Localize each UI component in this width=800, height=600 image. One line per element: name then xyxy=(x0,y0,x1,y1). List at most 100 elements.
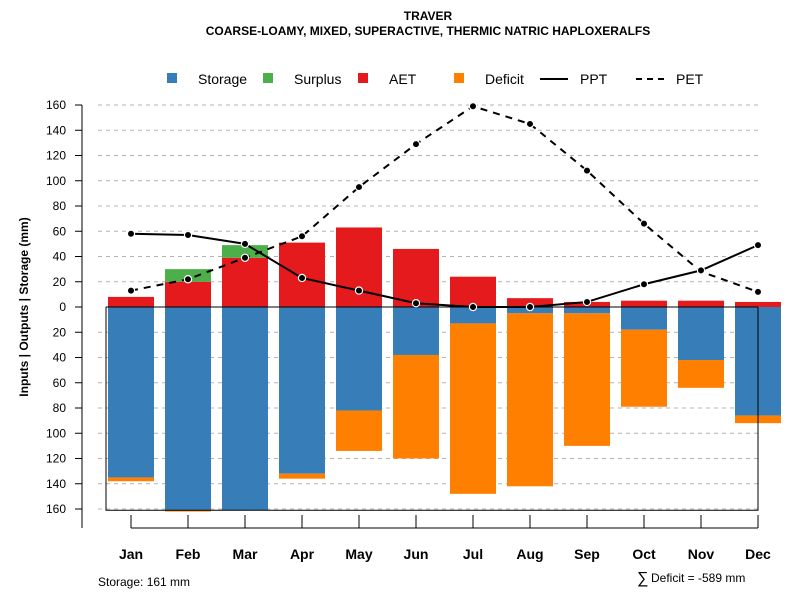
y-tick-label: 20 xyxy=(53,325,67,339)
storage-bar xyxy=(678,307,724,361)
legend-label-surplus: Surplus xyxy=(294,71,341,87)
chart-title: TRAVER xyxy=(404,9,453,23)
deficit-bar xyxy=(450,323,496,494)
x-tick-label: Jun xyxy=(404,546,429,562)
ppt-point xyxy=(240,239,250,249)
y-tick-label: 60 xyxy=(53,224,67,238)
deficit-bar xyxy=(279,473,325,479)
deficit-bar xyxy=(621,329,667,407)
pet-point xyxy=(525,119,535,129)
deficit-bar xyxy=(507,313,553,487)
legend-swatch-aet xyxy=(358,73,368,83)
pet-point xyxy=(126,286,136,295)
surplus-bar xyxy=(222,245,268,258)
pet-point xyxy=(183,275,193,284)
pet-point xyxy=(411,139,421,149)
x-tick-label: May xyxy=(345,546,372,562)
pet-point xyxy=(468,102,478,111)
x-tick-label: Mar xyxy=(233,546,258,562)
storage-bar xyxy=(336,307,382,411)
storage-bar xyxy=(222,307,268,511)
y-tick-label: 100 xyxy=(46,174,66,188)
aet-bar xyxy=(678,300,724,307)
y-axis-label: Inputs | Outputs | Storage (mm) xyxy=(17,217,31,396)
ppt-point xyxy=(126,229,136,238)
y-tick-label: 100 xyxy=(46,426,66,440)
storage-bar xyxy=(393,307,439,355)
x-tick-label: Feb xyxy=(176,546,201,562)
legend-swatch-deficit xyxy=(454,73,464,83)
y-tick-label: 120 xyxy=(46,149,66,163)
legend-label-pet: PET xyxy=(676,71,704,87)
y-axis: 160 140 120 100 80 60 40 20 0 20 40 60 80 100 120 140 16… xyxy=(46,98,83,528)
y-tick-label: 40 xyxy=(53,250,67,264)
x-tick-label: Jan xyxy=(119,546,143,562)
storage-bar xyxy=(279,307,325,474)
y-tick-label: 140 xyxy=(46,477,66,491)
ppt-line xyxy=(130,232,759,308)
lines xyxy=(126,102,763,312)
storage-bar xyxy=(108,307,154,478)
y-tick-label: 0 xyxy=(59,300,66,314)
pet-line xyxy=(130,105,759,293)
storage-bar xyxy=(165,307,211,511)
deficit-bar xyxy=(108,477,154,482)
aet-bar xyxy=(621,300,667,307)
storage-bar xyxy=(564,307,610,314)
ppt-point xyxy=(468,302,478,312)
y-tick-label: 20 xyxy=(53,275,67,289)
aet-bar xyxy=(450,276,496,307)
pet-point xyxy=(582,166,592,175)
y-tick-label: 80 xyxy=(53,401,67,415)
ppt-point xyxy=(753,240,763,250)
storage-bar xyxy=(450,307,496,324)
x-tick-label: Nov xyxy=(688,546,715,562)
ppt-point xyxy=(582,297,592,307)
deficit-bar xyxy=(678,360,724,388)
x-tick-label: Jul xyxy=(463,546,483,562)
storage-capacity-box xyxy=(105,307,759,511)
x-tick-label: Dec xyxy=(745,546,771,562)
aet-bar xyxy=(735,301,781,307)
aet-bar xyxy=(507,298,553,307)
ppt-point xyxy=(639,280,649,289)
y-tick-label: 80 xyxy=(53,199,67,213)
x-tick-label: Sep xyxy=(574,546,600,562)
legend-label-storage: Storage xyxy=(198,71,247,87)
pet-point xyxy=(297,232,307,241)
pet-point xyxy=(240,253,250,262)
ppt-point xyxy=(696,266,706,275)
storage-note: Storage: 161 mm xyxy=(98,575,190,589)
deficit-bar xyxy=(336,410,382,451)
aet-bar xyxy=(222,257,268,307)
pet-point xyxy=(354,182,364,192)
storage-bar xyxy=(621,307,667,330)
pet-point xyxy=(639,219,649,228)
y-tick-label: 140 xyxy=(46,123,66,137)
chart-subtitle: COARSE-LOAMY, MIXED, SUPERACTIVE, THERMI… xyxy=(206,24,650,38)
ppt-point xyxy=(183,230,193,240)
legend-label-ppt: PPT xyxy=(580,71,608,87)
y-tick-label: 120 xyxy=(46,452,66,466)
x-tick-label: Aug xyxy=(516,546,543,562)
legend-label-aet: AET xyxy=(389,71,417,87)
legend: Storage Surplus AET Deficit PPT PET xyxy=(167,71,704,87)
deficit-bar xyxy=(165,510,211,512)
x-axis: Jan Feb Mar Apr May Jun Jul Aug Sep Oct Nov Dec xyxy=(119,515,771,562)
y-tick-label: 160 xyxy=(46,502,66,516)
aet-bar xyxy=(165,281,211,307)
legend-label-deficit: Deficit xyxy=(485,71,524,87)
y-tick-label: 60 xyxy=(53,376,67,390)
deficit-note: Deficit = -589 mm xyxy=(651,571,745,585)
ppt-point xyxy=(297,273,307,283)
ppt-point xyxy=(354,286,364,295)
deficit-bar xyxy=(393,354,439,459)
ppt-point xyxy=(525,302,535,312)
plot-frame xyxy=(105,306,759,511)
aet-bar xyxy=(393,248,439,307)
ppt-point xyxy=(411,299,421,308)
x-tick-label: Oct xyxy=(632,546,656,562)
legend-swatch-surplus xyxy=(263,73,273,83)
bars xyxy=(108,227,781,512)
